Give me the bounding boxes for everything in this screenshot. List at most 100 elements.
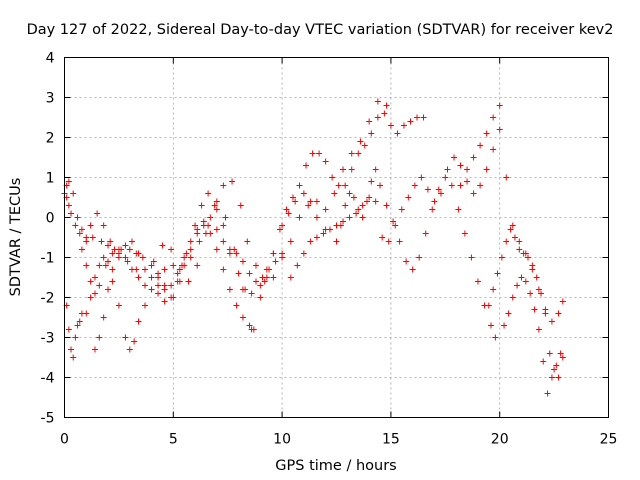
data-point <box>122 254 129 261</box>
data-point <box>115 254 122 261</box>
data-point <box>335 182 342 189</box>
data-point <box>142 282 149 289</box>
data-point <box>326 226 333 233</box>
data-point <box>337 222 344 229</box>
data-point <box>83 310 90 317</box>
y-tick-label: -1 <box>41 251 55 267</box>
data-point <box>424 186 431 193</box>
data-point <box>487 322 494 329</box>
data-point <box>492 334 499 341</box>
data-point <box>115 246 122 253</box>
data-point <box>418 174 425 181</box>
data-point <box>289 194 296 201</box>
data-point <box>246 270 253 277</box>
data-point <box>409 266 416 273</box>
data-point <box>122 242 129 249</box>
data-point <box>496 126 503 133</box>
data-point <box>270 274 277 281</box>
data-point <box>416 254 423 261</box>
series-arc-9 <box>457 102 566 325</box>
data-point <box>379 234 386 241</box>
data-point <box>65 326 72 333</box>
data-point <box>529 262 536 269</box>
data-point <box>226 246 233 253</box>
data-point <box>496 102 503 109</box>
data-point <box>250 326 257 333</box>
data-point <box>381 110 388 117</box>
data-point <box>122 334 129 341</box>
data-point <box>431 198 438 205</box>
x-tick-label: 15 <box>382 432 400 448</box>
data-point <box>168 282 175 289</box>
data-point <box>518 274 525 281</box>
data-point <box>555 310 562 317</box>
data-point <box>100 222 107 229</box>
data-point <box>398 206 405 213</box>
data-point <box>131 338 138 345</box>
data-point <box>87 278 94 285</box>
series-arc-6 <box>257 110 427 301</box>
data-point <box>464 166 471 173</box>
data-point <box>89 234 96 241</box>
data-point <box>355 206 362 213</box>
data-point <box>353 210 360 217</box>
data-point <box>348 150 355 157</box>
data-point <box>100 254 107 261</box>
data-point <box>252 278 259 285</box>
data-point <box>535 326 542 333</box>
data-point <box>72 222 79 229</box>
data-point <box>411 182 418 189</box>
data-point <box>346 190 353 197</box>
data-point <box>91 274 98 281</box>
y-axis-label: SDTVAR / TECUs <box>8 178 24 297</box>
data-point <box>498 254 505 261</box>
data-point <box>155 274 162 281</box>
data-point <box>307 238 314 245</box>
data-point <box>313 234 320 241</box>
data-point <box>455 206 462 213</box>
data-point <box>522 278 529 285</box>
data-point <box>76 318 83 325</box>
data-point <box>359 214 366 221</box>
data-point <box>105 286 112 293</box>
data-point <box>68 210 75 217</box>
data-point <box>170 262 177 269</box>
data-point <box>329 174 336 181</box>
data-point <box>390 218 397 225</box>
data-point <box>372 166 379 173</box>
data-point <box>333 238 340 245</box>
data-point <box>557 350 564 357</box>
data-point <box>383 102 390 109</box>
data-point <box>83 262 90 269</box>
data-point <box>83 234 90 241</box>
data-point <box>213 206 220 213</box>
data-point <box>200 218 207 225</box>
y-tick-label: -3 <box>41 331 55 347</box>
x-tick-label: 10 <box>273 432 291 448</box>
data-point <box>444 166 451 173</box>
data-point <box>527 290 534 297</box>
data-point <box>342 182 349 189</box>
data-point <box>185 278 192 285</box>
data-point <box>263 274 270 281</box>
data-point <box>342 202 349 209</box>
data-point <box>196 238 203 245</box>
data-point <box>400 122 407 129</box>
data-point <box>257 294 264 301</box>
data-point <box>422 230 429 237</box>
data-point <box>94 210 101 217</box>
data-point <box>383 202 390 209</box>
y-tick-label: 4 <box>46 51 55 67</box>
data-point <box>442 174 449 181</box>
series-arc-1 <box>61 190 329 301</box>
data-point <box>366 194 373 201</box>
data-point <box>276 226 283 233</box>
data-point <box>368 178 375 185</box>
data-point <box>503 174 510 181</box>
data-point <box>483 130 490 137</box>
data-point <box>533 274 540 281</box>
data-point <box>194 262 201 269</box>
data-point <box>340 218 347 225</box>
data-point <box>348 166 355 173</box>
